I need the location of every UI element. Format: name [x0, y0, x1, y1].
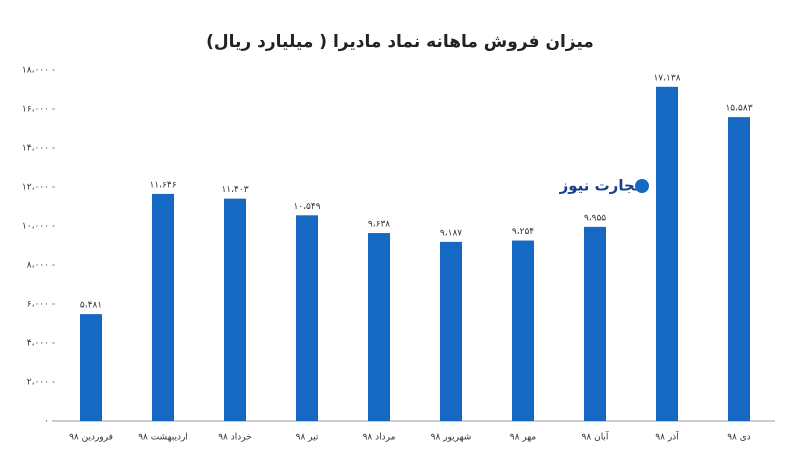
y-tick-label: ۱۴،۰۰۰ [22, 144, 49, 154]
value-label: ۹،۱۸۷ [440, 228, 462, 238]
value-label: ۹،۶۳۸ [368, 220, 390, 230]
x-tick-label: اردیبهشت ۹۸ [138, 433, 188, 443]
x-tick-label: آذر ۹۸ [655, 431, 679, 443]
x-tick-label: شهریور ۹۸ [431, 433, 472, 443]
y-tick-label: ۱۰،۰۰۰ [22, 222, 49, 232]
x-tick-label: دی ۹۸ [727, 433, 751, 443]
bar [80, 314, 102, 421]
y-tick-label: ۴،۰۰۰ [27, 339, 49, 349]
bar [584, 226, 606, 421]
bar [152, 193, 174, 421]
value-label: ۹،۹۵۵ [584, 213, 606, 223]
x-tick-label: آبان ۹۸ [582, 431, 609, 443]
value-label: ۵،۴۸۱ [80, 301, 102, 311]
bar [368, 233, 390, 421]
value-label: ۱۰،۵۴۹ [293, 202, 320, 212]
value-label: ۱۱،۴۰۳ [221, 185, 248, 195]
bar [296, 215, 318, 421]
x-tick-label: فروردین ۹۸ [69, 433, 113, 443]
x-tick-label: خرداد ۹۸ [218, 433, 252, 443]
bar [512, 240, 534, 421]
bar [440, 241, 462, 421]
watermark: تجارت نیوز [559, 177, 641, 195]
y-tick-label: ۶،۰۰۰ [27, 300, 49, 310]
chart-title: میزان فروش ماهانه نماد مادیرا ( میلیارد … [206, 32, 594, 52]
value-label: ۹،۲۵۴ [512, 227, 534, 237]
bar [224, 198, 246, 421]
value-label: ۱۵،۵۸۳ [725, 104, 752, 114]
x-tick-label: مهر ۹۸ [510, 433, 537, 443]
bar [656, 86, 678, 422]
value-label: ۱۱،۶۴۶ [149, 180, 176, 190]
y-tick-label: ۱۸،۰۰۰ [22, 66, 49, 76]
bar [728, 117, 750, 421]
y-tick-label: ۲،۰۰۰ [27, 378, 49, 388]
x-tick-label: مرداد ۹۸ [363, 433, 396, 443]
x-tick-label: تیر ۹۸ [296, 433, 319, 443]
y-tick-label: ۰ [44, 417, 49, 427]
y-tick-label: ۱۲،۰۰۰ [22, 183, 49, 193]
y-tick-label: ۸،۰۰۰ [27, 261, 49, 271]
y-tick-label: ۱۶،۰۰۰ [22, 105, 49, 115]
value-label: ۱۷،۱۳۸ [653, 73, 680, 83]
watermark-icon [635, 179, 649, 193]
